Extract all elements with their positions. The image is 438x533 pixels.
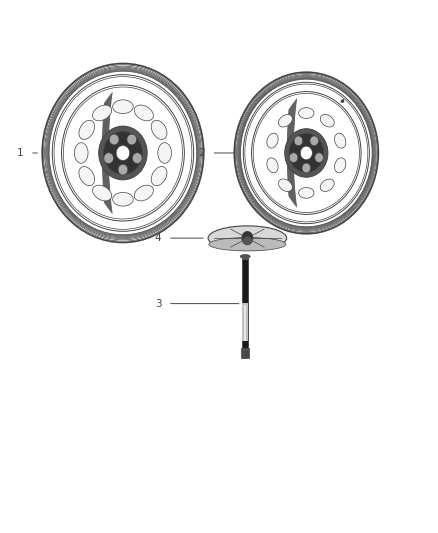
Ellipse shape	[99, 126, 147, 180]
Ellipse shape	[113, 100, 133, 114]
Ellipse shape	[302, 163, 311, 173]
Ellipse shape	[289, 153, 298, 163]
Ellipse shape	[132, 153, 142, 164]
Text: 4: 4	[155, 233, 161, 243]
FancyBboxPatch shape	[241, 348, 250, 358]
Ellipse shape	[310, 136, 318, 146]
Text: 1: 1	[17, 148, 23, 158]
Ellipse shape	[79, 166, 95, 185]
Ellipse shape	[104, 153, 113, 164]
Ellipse shape	[279, 179, 293, 191]
Ellipse shape	[299, 108, 314, 118]
Ellipse shape	[109, 134, 119, 145]
Ellipse shape	[151, 166, 167, 185]
Text: 3: 3	[155, 298, 161, 309]
Ellipse shape	[335, 133, 346, 148]
Ellipse shape	[279, 115, 293, 127]
Ellipse shape	[127, 134, 137, 145]
Ellipse shape	[209, 238, 286, 251]
Ellipse shape	[79, 120, 95, 140]
Ellipse shape	[242, 231, 253, 245]
Ellipse shape	[300, 146, 312, 160]
Ellipse shape	[92, 105, 112, 121]
Ellipse shape	[320, 179, 334, 191]
Text: 2: 2	[198, 148, 205, 158]
Ellipse shape	[289, 134, 324, 172]
Ellipse shape	[92, 185, 112, 201]
FancyBboxPatch shape	[244, 304, 246, 341]
Ellipse shape	[285, 129, 328, 177]
Ellipse shape	[320, 115, 334, 127]
Ellipse shape	[267, 133, 278, 148]
Ellipse shape	[134, 185, 153, 201]
Ellipse shape	[294, 136, 303, 146]
Ellipse shape	[151, 120, 167, 140]
FancyBboxPatch shape	[242, 303, 248, 341]
Circle shape	[341, 100, 343, 102]
Ellipse shape	[134, 105, 153, 121]
Ellipse shape	[267, 158, 278, 173]
Ellipse shape	[240, 255, 250, 259]
Ellipse shape	[113, 192, 133, 206]
FancyBboxPatch shape	[243, 255, 247, 261]
Ellipse shape	[103, 132, 142, 174]
Ellipse shape	[158, 143, 172, 163]
Ellipse shape	[208, 226, 287, 251]
Ellipse shape	[243, 236, 252, 245]
Ellipse shape	[299, 188, 314, 198]
Ellipse shape	[116, 146, 130, 160]
Ellipse shape	[315, 153, 323, 163]
FancyBboxPatch shape	[242, 258, 248, 350]
Ellipse shape	[74, 143, 88, 163]
Ellipse shape	[335, 158, 346, 173]
Ellipse shape	[118, 164, 128, 175]
